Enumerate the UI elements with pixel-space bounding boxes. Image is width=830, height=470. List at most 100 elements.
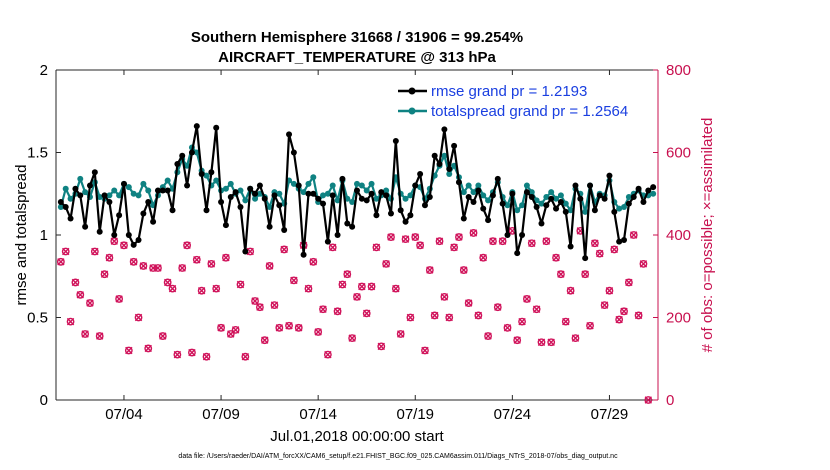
- obs-possible-marker: [353, 292, 361, 301]
- totalspread-point: [650, 190, 657, 197]
- rmse-point: [587, 182, 594, 189]
- rmse-point: [596, 192, 603, 199]
- rmse-point: [383, 192, 390, 199]
- obs-assimilated-marker: [202, 352, 211, 361]
- obs-assimilated-marker: [193, 256, 201, 264]
- rmse-point: [320, 200, 327, 207]
- data-file-footer: data file: /Users/raeder/DAI/ATM_forcXX/…: [178, 453, 618, 460]
- rmse-point: [421, 202, 428, 209]
- rmse-point: [57, 199, 64, 205]
- obs-assimilated-marker: [615, 315, 623, 324]
- obs-possible-marker: [333, 307, 342, 316]
- totalspread-point: [135, 192, 142, 199]
- obs-possible-marker: [552, 253, 560, 262]
- obs-assimilated-marker: [91, 247, 99, 256]
- rmse-point: [286, 131, 293, 138]
- totalspread-point: [553, 195, 560, 202]
- legend-spread-label: totalspread grand pr = 1.2564: [431, 103, 628, 120]
- totalspread-point: [470, 189, 477, 196]
- obs-possible-marker: [309, 257, 318, 266]
- totalspread-point: [480, 192, 487, 199]
- obs-assimilated-marker: [115, 295, 123, 303]
- rmse-point: [111, 232, 118, 238]
- rmse-point: [344, 220, 351, 227]
- obs-assimilated-marker: [144, 344, 152, 353]
- legend-rmse-label: rmse grand pr = 1.2193: [431, 83, 587, 100]
- totalspread-point: [354, 180, 360, 187]
- chart-title: Southern Hemisphere 31668 / 31906 = 99.2…: [191, 29, 523, 46]
- rmse-point: [324, 238, 331, 245]
- totalspread-point: [460, 189, 467, 196]
- obs-possible-marker: [260, 336, 269, 345]
- obs-possible-marker: [629, 231, 638, 239]
- totalspread-point: [543, 194, 550, 201]
- obs-assimilated-marker: [469, 229, 478, 237]
- y-tick-label: 0: [40, 392, 48, 409]
- obs-possible-marker: [581, 270, 590, 279]
- obs-possible-marker: [163, 278, 172, 287]
- y-right-tick-label: 800: [666, 62, 691, 79]
- obs-possible-marker: [391, 284, 400, 293]
- rmse-point: [125, 232, 132, 238]
- obs-count-markers: [56, 226, 653, 404]
- rmse-point: [417, 170, 424, 177]
- legend-rmse-marker: [408, 87, 416, 95]
- obs-possible-marker: [129, 257, 138, 266]
- totalspread-point: [184, 162, 191, 169]
- rmse-point: [290, 149, 297, 156]
- totalspread-point: [111, 187, 118, 194]
- obs-possible-marker: [280, 245, 289, 254]
- obs-assimilated-marker: [265, 262, 274, 270]
- rmse-point: [582, 255, 589, 262]
- obs-assimilated-marker: [280, 245, 288, 254]
- y-tick-label: 0.5: [27, 310, 48, 327]
- obs-assimilated-marker: [270, 301, 279, 309]
- totalspread-point: [67, 195, 74, 202]
- totalspread-point: [329, 182, 336, 189]
- rmse-point: [135, 236, 142, 243]
- obs-assimilated-marker: [498, 237, 507, 245]
- y-tick-label: 2: [40, 62, 48, 79]
- obs-possible-marker: [95, 332, 104, 340]
- rmse-point: [281, 227, 288, 234]
- rmse-point: [645, 187, 652, 194]
- rmse-point: [397, 207, 404, 214]
- totalspread-point: [227, 180, 234, 187]
- totalspread-point: [290, 180, 297, 187]
- obs-assimilated-marker: [343, 270, 351, 278]
- obs-possible-marker: [183, 241, 191, 250]
- rmse-point: [334, 232, 341, 238]
- obs-possible-marker: [120, 241, 128, 250]
- rmse-point: [198, 170, 205, 177]
- obs-possible-marker: [644, 396, 653, 404]
- obs-assimilated-marker: [634, 311, 643, 320]
- rmse-point: [77, 192, 84, 199]
- obs-possible-marker: [518, 317, 526, 326]
- obs-possible-marker: [56, 257, 65, 266]
- obs-possible-marker: [192, 255, 201, 264]
- obs-assimilated-marker: [125, 346, 133, 355]
- obs-assimilated-marker: [494, 303, 502, 311]
- obs-assimilated-marker: [329, 243, 337, 252]
- obs-assimilated-marker: [120, 241, 128, 250]
- obs-assimilated-marker: [387, 233, 395, 241]
- obs-possible-marker: [61, 247, 70, 256]
- obs-possible-marker: [188, 348, 196, 357]
- totalspread-point: [237, 187, 244, 194]
- rmse-point: [154, 187, 161, 194]
- obs-possible-marker: [406, 313, 415, 322]
- rmse-point: [222, 222, 229, 229]
- totalspread-point: [582, 208, 589, 215]
- totalspread-point: [106, 192, 113, 199]
- rmse-point: [392, 137, 399, 144]
- rmse-point: [562, 208, 569, 215]
- obs-assimilated-marker: [183, 241, 191, 250]
- obs-assimilated-marker: [134, 313, 143, 322]
- rmse-point: [460, 215, 467, 222]
- x-axis-label: Jul.01,2018 00:00:00 start: [270, 428, 444, 445]
- rmse-point: [218, 199, 225, 205]
- rmse-point: [169, 207, 176, 214]
- rmse-point: [480, 205, 487, 212]
- rmse-point: [373, 212, 380, 219]
- obs-possible-marker: [639, 259, 648, 268]
